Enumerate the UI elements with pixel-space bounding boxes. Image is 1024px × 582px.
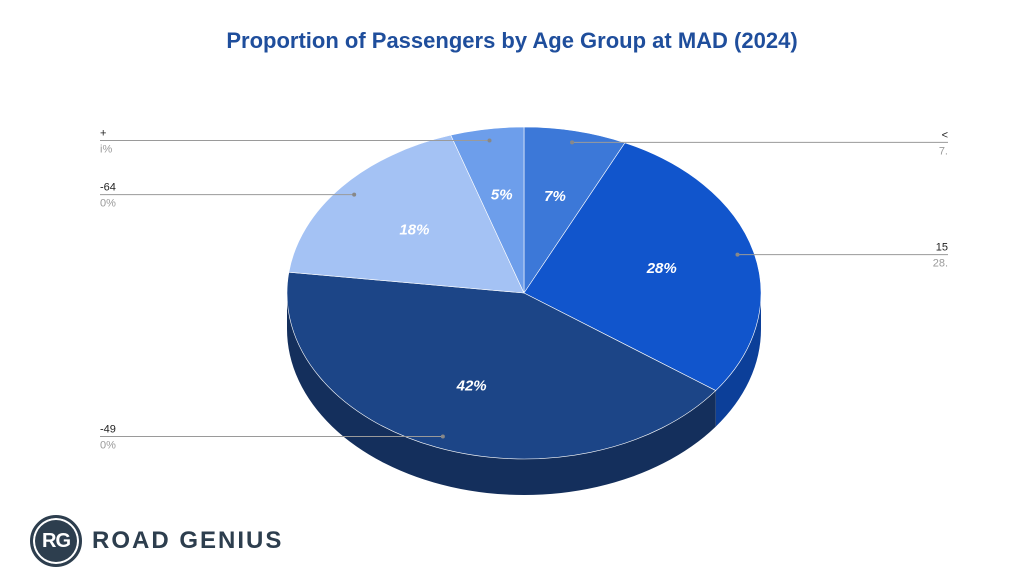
pie-slices <box>286 126 762 460</box>
pie-sides <box>287 293 761 495</box>
callout-pct-0: 7. <box>939 145 948 157</box>
callout-dot-3 <box>352 192 357 197</box>
slice-label-2: 42% <box>456 378 487 395</box>
callout-pct-4: i% <box>100 144 112 156</box>
callout-name-2: -49 <box>100 424 116 436</box>
callout-name-4: + <box>100 128 106 140</box>
callout-pct-1: 28. <box>933 258 948 270</box>
road-genius-logo: RG ROAD GENIUS <box>30 515 283 567</box>
slice-label-0: 7% <box>544 188 566 205</box>
callout-dot-1 <box>735 252 740 257</box>
callout-dot-4 <box>487 138 492 143</box>
pie-slice-2 <box>286 271 717 460</box>
logo-mark: RG <box>42 529 71 552</box>
callout-dot-0 <box>570 140 575 145</box>
slice-label-1: 28% <box>646 260 677 277</box>
pie-slice-1 <box>523 142 762 391</box>
pie-side-2 <box>287 293 716 495</box>
logo-badge: RG <box>30 515 82 567</box>
callout-dot-2 <box>440 434 445 439</box>
pie-side-1 <box>715 293 761 427</box>
pie-slice-3 <box>288 134 525 294</box>
pie-callouts: <7. 15 28. -49 0% -64 0% + i% <box>100 128 948 452</box>
chart-title: Proportion of Passengers by Age Group at… <box>226 28 798 53</box>
pie-labels: 7% 28% 42% 18% 5% <box>399 187 676 395</box>
callout-name-3: -64 <box>100 182 116 194</box>
logo-text: ROAD GENIUS <box>92 527 284 554</box>
callout-name-1: 15 <box>936 242 948 254</box>
callout-pct-2: 0% <box>100 440 116 452</box>
slice-label-4: 5% <box>491 187 513 204</box>
callout-pct-3: 0% <box>100 198 116 210</box>
pie-slice-4 <box>450 126 525 294</box>
slice-label-3: 18% <box>399 222 429 239</box>
callout-name-0: < <box>942 129 948 141</box>
